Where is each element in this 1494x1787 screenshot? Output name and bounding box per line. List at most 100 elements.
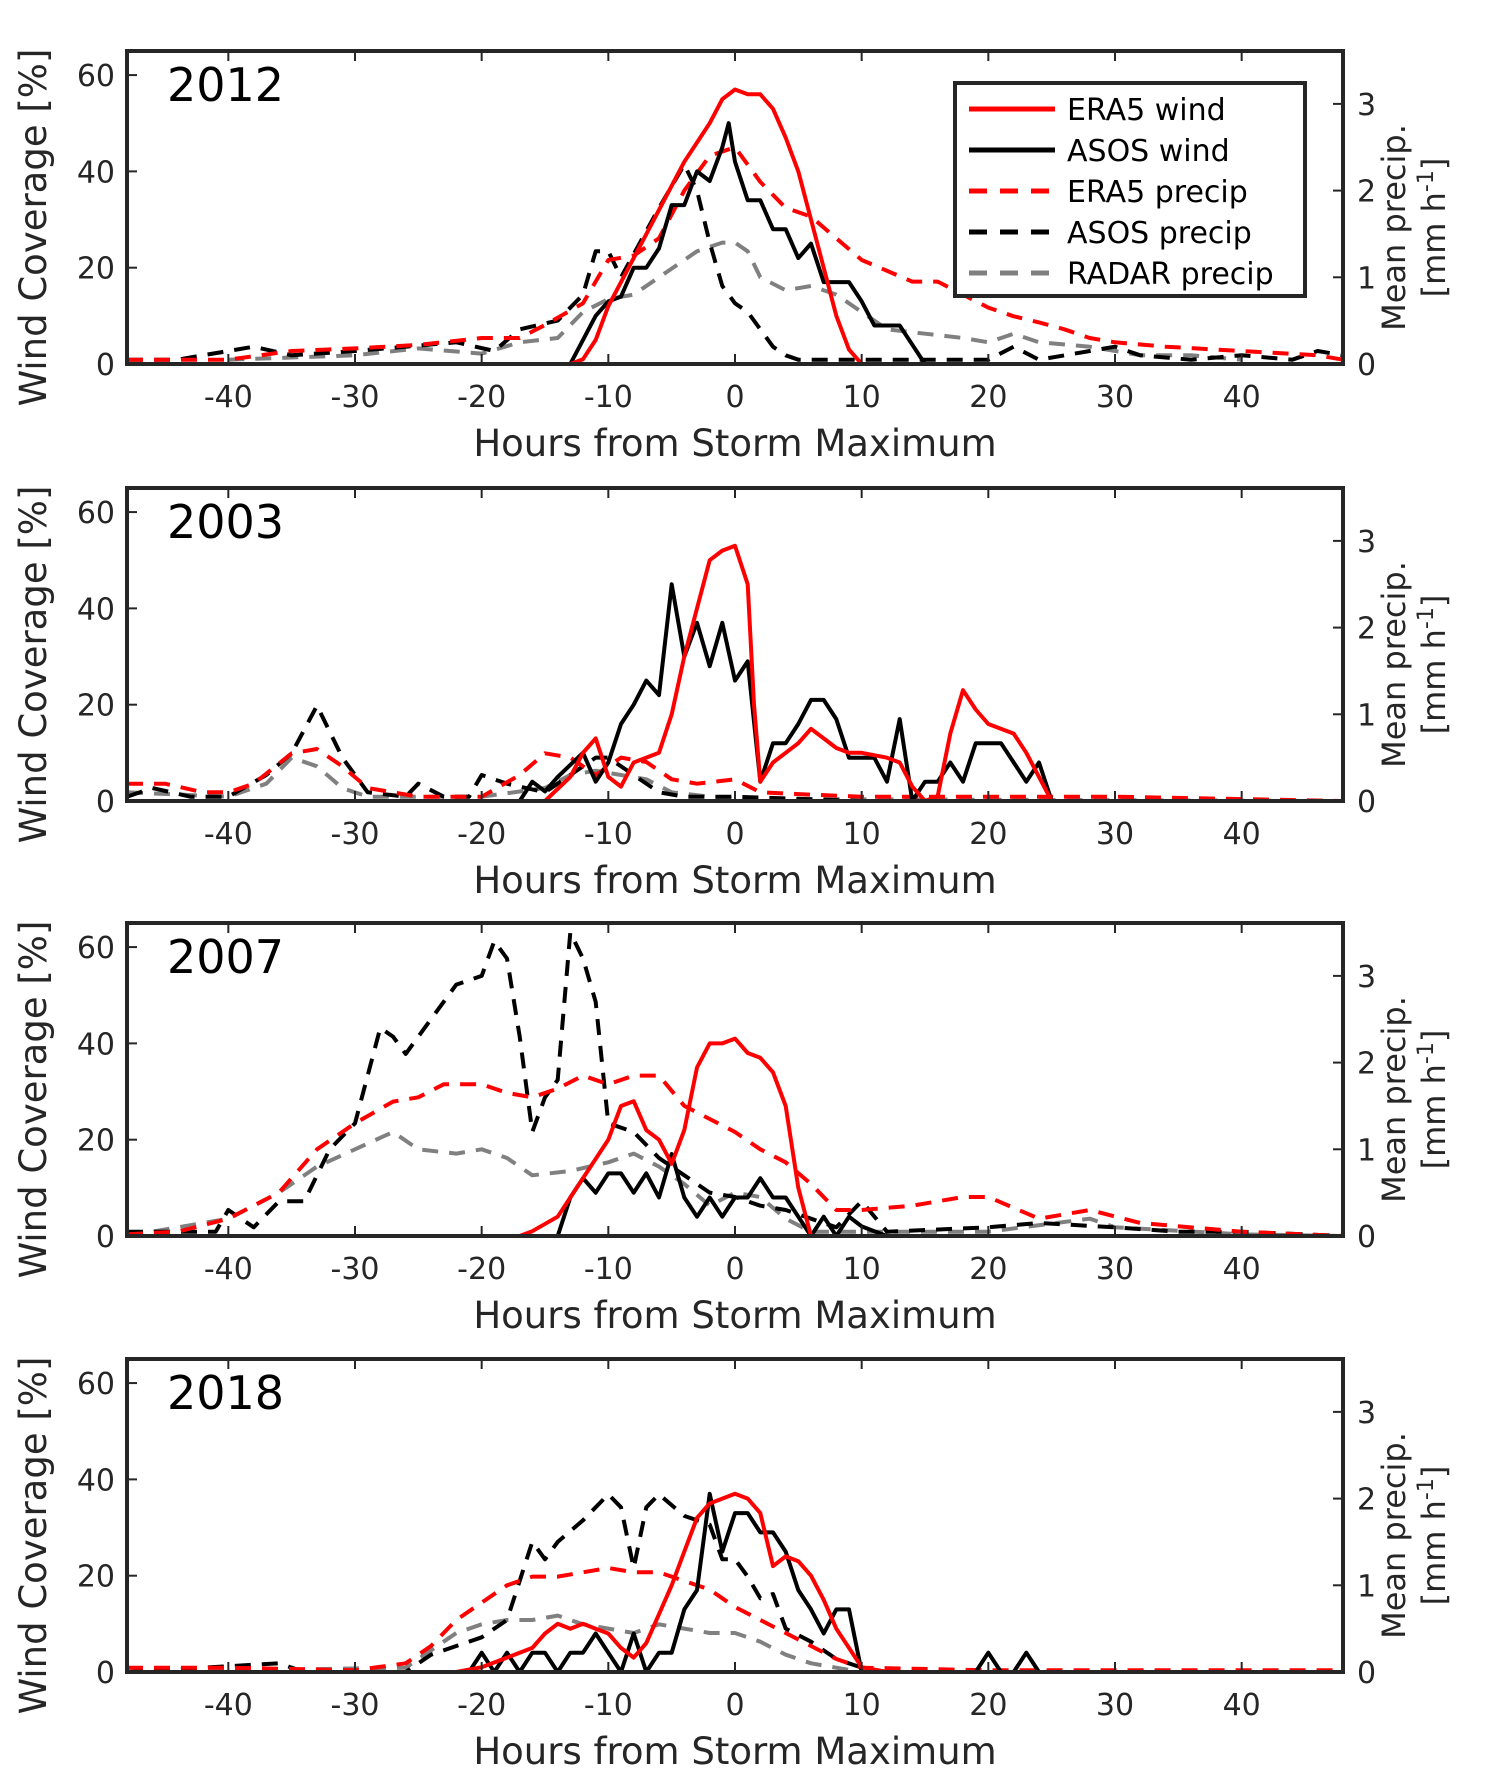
units-text: [mm h [1415,629,1453,734]
y-tick-label-left: 60 [77,59,115,94]
x-tick-label: -30 [331,817,380,852]
y-tick-label-left: 60 [77,1367,115,1402]
y-tick-label-left: 0 [96,1656,115,1691]
series-asos-wind [127,1491,1343,1672]
y-axis-label-left: Wind Coverage [%] [12,921,55,1279]
y-tick-label-right: 2 [1357,612,1376,647]
units-text: [mm h [1415,1064,1453,1169]
series-radar-precip [127,755,1343,801]
x-tick-label: 10 [843,380,881,415]
units-close: ] [1415,1030,1453,1042]
x-tick-label: 0 [725,1688,744,1723]
series-era5-wind [127,1036,1343,1236]
x-tick-label: -10 [584,1688,633,1723]
x-axis-label: Hours from Storm Maximum [473,859,996,902]
y-tick-label-left: 0 [96,785,115,820]
y-tick-label-right: 3 [1357,525,1376,560]
x-tick-label: -40 [204,1688,253,1723]
x-tick-label: -40 [204,817,253,852]
y-tick-label-right: 1 [1357,1133,1376,1168]
series-asos-wind [127,1152,1343,1236]
x-axis-label: Hours from Storm Maximum [473,422,996,465]
y-tick-label-left: 20 [77,689,115,724]
x-tick-label: 20 [969,1252,1007,1287]
x-tick-label: -40 [204,380,253,415]
y-tick-label-left: 20 [77,1560,115,1595]
y-axis-label-left: Wind Coverage [%] [12,486,55,844]
x-tick-label: 20 [969,1688,1007,1723]
x-tick-label: -30 [331,380,380,415]
x-tick-label: 0 [725,380,744,415]
units-close: ] [1415,595,1453,607]
y-axis-label-left: Wind Coverage [%] [12,49,55,407]
series-era5-precip [127,747,1343,801]
x-tick-label: 0 [725,1252,744,1287]
y-axis-label-right-units: [mm h-1] [1414,158,1453,298]
legend-label: ASOS wind [1067,134,1230,169]
x-tick-label: -30 [331,1688,380,1723]
x-tick-label: 30 [1096,817,1134,852]
units-text: [mm h [1415,192,1453,297]
series-era5-precip [127,1566,1343,1672]
x-tick-label: 30 [1096,1252,1134,1287]
x-tick-label: 40 [1223,1688,1261,1723]
x-tick-label: -20 [457,1252,506,1287]
legend-label: ASOS precip [1067,216,1252,251]
y-tick-label-left: 60 [77,496,115,531]
x-tick-label: 10 [843,817,881,852]
panel-2018: -40 -30 -20 -10 0 10 20 30 40 0 20 40 60 0 1 2 3 2018 Hour… [12,1357,1453,1773]
x-tick-label: 40 [1223,1252,1261,1287]
x-tick-label: 20 [969,380,1007,415]
legend-label: ERA5 wind [1067,93,1226,128]
y-tick-label-right: 2 [1357,175,1376,210]
x-axis-label: Hours from Storm Maximum [473,1294,996,1337]
x-tick-label: -20 [457,817,506,852]
y-tick-label-right: 1 [1357,698,1376,733]
units-superscript: -1 [1414,170,1439,192]
x-tick-label: 30 [1096,1688,1134,1723]
y-tick-label-right: 0 [1357,1220,1376,1255]
y-tick-label-left: 40 [77,1463,115,1498]
x-tick-label: 10 [843,1688,881,1723]
y-tick-label-right: 3 [1357,1396,1376,1431]
y-tick-label-right: 0 [1357,785,1376,820]
y-tick-label-left: 60 [77,931,115,966]
y-tick-label-left: 40 [77,155,115,190]
panel-2012: -40 -30 -20 -10 0 10 20 30 40 0 20 40 60 0 1 2 3 2012 Hour… [12,49,1453,465]
units-close: ] [1415,158,1453,170]
y-tick-label-left: 40 [77,592,115,627]
panel-2003: -40 -30 -20 -10 0 10 20 30 40 0 20 40 60 0 1 2 3 2003 Hour… [12,486,1453,902]
series-asos-precip [127,1492,1343,1672]
units-superscript: -1 [1414,1042,1439,1064]
units-text: [mm h [1415,1500,1453,1605]
series-era5-wind [127,543,1343,801]
y-axis-label-right-units: [mm h-1] [1414,1466,1453,1606]
y-tick-label-left: 0 [96,1220,115,1255]
x-tick-label: 40 [1223,817,1261,852]
x-tick-label: 30 [1096,380,1134,415]
units-close: ] [1415,1466,1453,1478]
y-tick-label-right: 1 [1357,261,1376,296]
y-tick-label-right: 2 [1357,1047,1376,1082]
y-axis-label-right: Mean precip. [1375,561,1413,768]
panel-year-label: 2012 [167,58,284,112]
y-tick-label-right: 3 [1357,960,1376,995]
x-tick-label: -30 [331,1252,380,1287]
axes-box [125,486,1345,803]
series-asos-wind [127,582,1343,801]
y-tick-label-left: 20 [77,1124,115,1159]
series-radar-precip [127,1130,1343,1236]
x-tick-label: 40 [1223,380,1261,415]
x-tick-label: 0 [725,817,744,852]
series-asos-precip [127,930,1343,1236]
y-tick-label-right: 0 [1357,1656,1376,1691]
x-tick-label: -10 [584,380,633,415]
x-tick-label: -10 [584,817,633,852]
y-tick-label-left: 0 [96,348,115,383]
y-tick-label-right: 3 [1357,88,1376,123]
legend-label: ERA5 precip [1067,175,1248,210]
series-era5-wind [127,87,1343,364]
x-tick-label: 10 [843,1252,881,1287]
series-asos-wind [127,121,1343,364]
